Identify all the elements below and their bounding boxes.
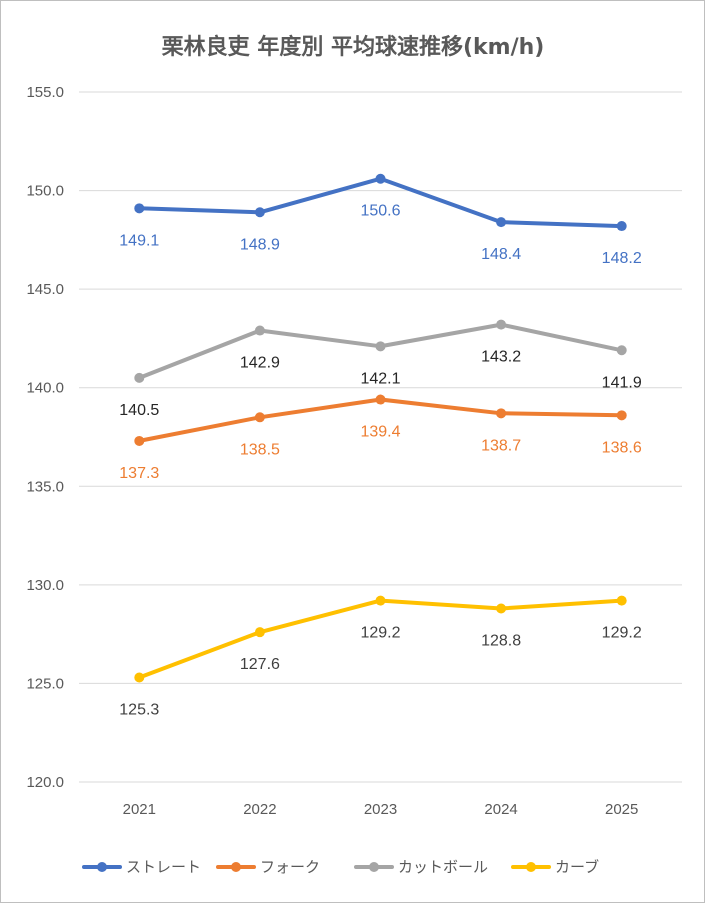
data-label: 138.5 — [240, 441, 280, 458]
legend-marker — [97, 862, 107, 872]
x-tick-label: 2023 — [364, 801, 397, 818]
series-3 — [134, 319, 627, 383]
legend-item: フォーク — [216, 858, 320, 876]
data-point — [134, 435, 145, 446]
data-label: 148.2 — [602, 250, 642, 267]
data-label: 150.6 — [360, 203, 400, 220]
y-tick-label: 135.0 — [26, 478, 64, 495]
legend-marker — [231, 862, 241, 872]
data-label: 129.2 — [360, 625, 400, 642]
data-point — [254, 627, 265, 638]
data-point — [496, 408, 507, 419]
data-point — [375, 595, 386, 606]
y-tick-label: 140.0 — [26, 380, 64, 397]
data-label: 129.2 — [602, 625, 642, 642]
data-point — [254, 412, 265, 423]
y-tick-label: 130.0 — [26, 577, 64, 594]
data-point — [254, 207, 265, 218]
series-lines — [134, 173, 627, 683]
chart-title: 栗林良吏 年度別 平均球速推移(km/h) — [162, 34, 545, 60]
data-point — [616, 595, 627, 606]
gridlines — [79, 91, 682, 783]
legend-item: ストレート — [82, 858, 201, 876]
data-label: 127.6 — [240, 656, 280, 673]
legend-item: カットボール — [354, 858, 488, 876]
series-2 — [134, 394, 627, 446]
legend-item: カーブ — [511, 858, 599, 876]
data-label: 141.9 — [602, 374, 642, 391]
data-label: 138.6 — [602, 439, 642, 456]
data-point — [254, 325, 265, 336]
legend-label: カットボール — [398, 858, 488, 876]
data-point — [375, 394, 386, 405]
x-tick-label: 2024 — [484, 801, 517, 818]
data-label: 138.7 — [481, 437, 521, 454]
x-axis-ticks: 2021 2022 2023 2024 2025 — [123, 801, 639, 818]
legend: ストレート フォーク カットボール カーブ — [82, 858, 599, 876]
data-point — [375, 173, 386, 184]
y-tick-label: 125.0 — [26, 675, 64, 692]
legend-label: フォーク — [260, 858, 320, 876]
data-label: 125.3 — [119, 702, 159, 719]
y-tick-label: 155.0 — [26, 84, 64, 101]
data-point — [134, 672, 145, 683]
data-point — [134, 203, 145, 214]
data-label: 149.1 — [119, 232, 159, 249]
y-axis-ticks: 120.0 125.0 130.0 135.0 140.0 145.0 150.0 155.0 — [26, 84, 64, 791]
legend-label: カーブ — [555, 858, 599, 876]
data-point — [616, 221, 627, 232]
data-point — [616, 345, 627, 356]
data-label: 128.8 — [481, 633, 521, 650]
data-point — [616, 410, 627, 421]
data-label: 139.4 — [360, 424, 400, 441]
data-label: 140.5 — [119, 402, 159, 419]
data-point — [496, 319, 507, 330]
data-label: 148.9 — [240, 236, 280, 253]
legend-label: ストレート — [126, 858, 201, 876]
y-tick-label: 150.0 — [26, 183, 64, 200]
y-tick-label: 120.0 — [26, 774, 64, 791]
data-label: 142.9 — [240, 355, 280, 372]
data-point — [134, 372, 145, 383]
x-tick-label: 2021 — [123, 801, 156, 818]
data-point — [496, 217, 507, 228]
data-label: 148.4 — [481, 246, 521, 263]
series-1 — [134, 173, 627, 232]
data-label: 143.2 — [481, 349, 521, 366]
legend-marker — [526, 862, 536, 872]
data-point — [375, 341, 386, 352]
series-4 — [134, 595, 627, 683]
x-tick-label: 2025 — [605, 801, 638, 818]
data-labels: 149.1 148.9 150.6 148.4 148.2 137.3 138.5 139.4… — [119, 203, 642, 719]
data-label: 142.1 — [360, 370, 400, 387]
legend-marker — [369, 862, 379, 872]
data-label: 137.3 — [119, 465, 159, 482]
data-point — [496, 603, 507, 614]
x-tick-label: 2022 — [243, 801, 276, 818]
y-tick-label: 145.0 — [26, 281, 64, 298]
